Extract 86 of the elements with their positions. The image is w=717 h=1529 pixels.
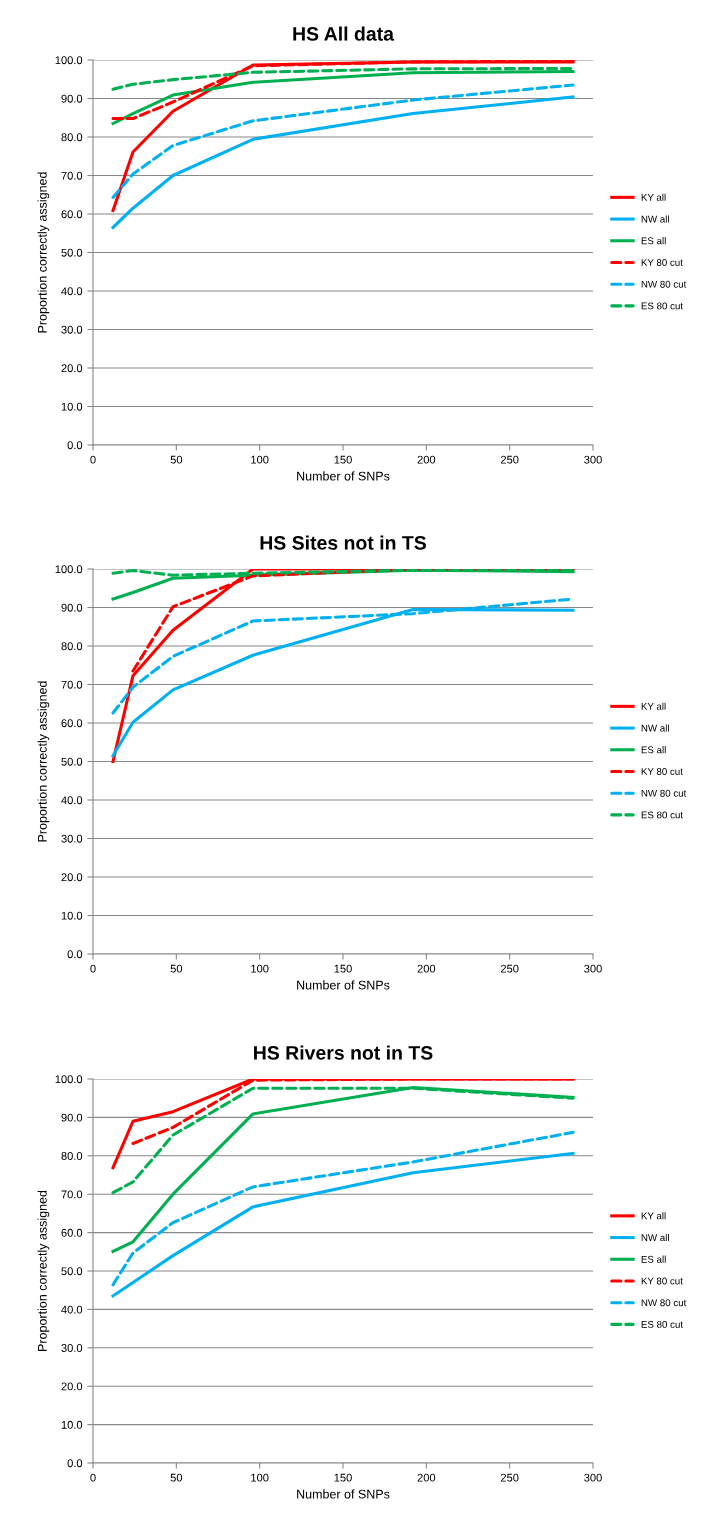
y-tick-label: 80.0: [61, 642, 83, 651]
x-tick-label: 0: [90, 1473, 96, 1482]
x-tick-label: 200: [417, 1473, 436, 1482]
legend-label: KY 80 cut: [641, 1277, 683, 1285]
y-tick-label: 50.0: [61, 1267, 83, 1276]
y-tick-label: 60.0: [61, 719, 83, 728]
line-series: [111, 70, 575, 126]
y-tick-label: 60.0: [61, 1228, 83, 1237]
legend-label: KY 80 cut: [641, 768, 683, 775]
x-tick-label: 250: [500, 1473, 519, 1482]
chart-title: HS All data: [293, 26, 395, 41]
y-tick-label: 40.0: [61, 1305, 83, 1314]
y-axis-title: Proportion correctly assigned: [37, 681, 50, 842]
legend-label: NW all: [641, 724, 669, 732]
x-tick-label: 150: [334, 964, 352, 973]
y-tick-label: 0.0: [67, 950, 83, 959]
y-tick-label: 10.0: [61, 1420, 83, 1429]
legend-label: KY all: [641, 702, 666, 710]
chart-title: HS Sites not in TS: [260, 535, 426, 550]
legend-label: ES 80 cut: [641, 811, 683, 819]
legend-label: NW 80 cut: [641, 1299, 687, 1307]
y-tick-label: 0.0: [67, 441, 83, 450]
line-series: [111, 1151, 575, 1298]
y-tick-label: 70.0: [61, 171, 83, 180]
y-tick-label: 70.0: [61, 680, 83, 689]
legend-label: ES 80 cut: [641, 302, 683, 310]
line-series: [111, 95, 575, 229]
y-tick-label: 80.0: [61, 1152, 83, 1160]
x-axis-title: Number of SNPs: [297, 1489, 390, 1499]
x-tick-label: 300: [584, 964, 602, 973]
x-tick-label: 250: [500, 964, 519, 973]
x-tick-label: 0: [90, 964, 96, 973]
legend-label: ES 80 cut: [641, 1320, 683, 1328]
y-axis-title: Proportion correctly assigned: [37, 1190, 50, 1351]
x-axis-title: Number of SNPs: [297, 471, 390, 481]
y-tick-label: 20.0: [61, 873, 83, 882]
y-tick-label: 90.0: [61, 603, 83, 612]
y-axis-title: Proportion correctly assigned: [37, 172, 50, 333]
line-series: [111, 83, 575, 199]
legend-label: NW 80 cut: [641, 789, 687, 797]
y-tick-label: 50.0: [61, 757, 83, 766]
y-tick-label: 90.0: [61, 1113, 83, 1122]
legend-label: NW all: [641, 215, 669, 223]
y-tick-label: 30.0: [61, 1344, 83, 1352]
y-tick-label: 10.0: [61, 402, 83, 411]
y-tick-label: 30.0: [61, 325, 83, 334]
y-tick-label: 50.0: [61, 248, 83, 257]
x-tick-label: 250: [500, 455, 519, 464]
y-tick-label: 90.0: [61, 94, 83, 103]
x-tick-label: 300: [584, 1473, 602, 1482]
legend-label: KY all: [641, 1212, 666, 1220]
x-tick-label: 300: [584, 455, 602, 464]
y-tick-label: 70.0: [61, 1190, 83, 1199]
y-tick-label: 80.0: [61, 133, 83, 142]
y-tick-label: 40.0: [61, 287, 83, 296]
y-tick-label: 100.0: [55, 56, 83, 65]
x-tick-label: 100: [251, 455, 269, 464]
x-tick-label: 0: [90, 455, 96, 464]
legend-label: ES all: [641, 237, 666, 245]
y-tick-label: 60.0: [61, 210, 83, 219]
y-tick-label: 20.0: [61, 1382, 83, 1391]
y-tick-label: 10.0: [61, 911, 83, 920]
y-tick-label: 30.0: [61, 834, 83, 843]
x-tick-label: 100: [251, 964, 269, 973]
x-axis-title: Number of SNPs: [297, 980, 390, 990]
x-tick-label: 50: [170, 1473, 183, 1482]
chart-title: HS Rivers not in TS: [254, 1045, 433, 1060]
legend-label: ES all: [641, 746, 666, 754]
x-tick-label: 150: [334, 455, 352, 464]
x-tick-label: 200: [417, 964, 436, 973]
x-tick-label: 50: [170, 964, 183, 973]
legend-label: NW 80 cut: [641, 280, 687, 288]
x-tick-label: 100: [251, 1473, 269, 1482]
x-tick-label: 50: [170, 455, 183, 464]
y-tick-label: 20.0: [61, 364, 83, 373]
line-series: [111, 1130, 575, 1287]
x-tick-label: 150: [334, 1473, 352, 1482]
legend-label: KY all: [641, 193, 666, 201]
legend-label: KY 80 cut: [641, 259, 683, 266]
legend-label: ES all: [641, 1255, 666, 1263]
x-tick-label: 200: [417, 455, 436, 464]
y-tick-label: 100.0: [55, 1075, 83, 1084]
y-tick-label: 40.0: [61, 796, 83, 805]
legend-label: NW all: [641, 1233, 669, 1242]
y-tick-label: 0.0: [67, 1459, 83, 1468]
y-tick-label: 100.0: [55, 565, 83, 574]
